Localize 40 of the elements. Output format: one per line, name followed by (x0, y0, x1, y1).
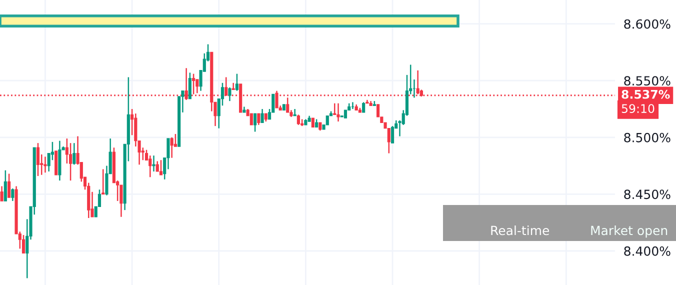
candlestick (390, 125, 394, 144)
candlestick (72, 142, 76, 166)
candlestick (156, 160, 159, 172)
y-tick-label: 8.400% (624, 246, 670, 256)
candlestick (152, 154, 156, 172)
candlestick (362, 102, 366, 114)
ref-line-label: 8.537% (622, 90, 670, 99)
candlestick (4, 170, 7, 202)
candlestick (36, 142, 40, 177)
candlestick (235, 73, 238, 92)
y-tick-label: 8.600% (624, 19, 670, 29)
text: 59:10 (622, 104, 654, 114)
annotation: Market open (591, 226, 668, 238)
candlestick (311, 117, 314, 128)
candlestick (166, 138, 170, 170)
candlestick (257, 112, 260, 126)
candlestick (228, 86, 232, 102)
candlestick (120, 184, 123, 218)
candlestick (170, 136, 174, 158)
candlestick (22, 234, 26, 254)
candlestick (69, 142, 72, 182)
candlestick (44, 156, 47, 174)
y-tick-label: 8.500% (624, 132, 670, 142)
candlestick (11, 188, 14, 202)
candlestick (254, 112, 257, 132)
candlestick (8, 173, 11, 198)
candlestick (159, 159, 163, 176)
candlestick (0, 186, 4, 202)
candlestick (54, 150, 58, 176)
y-tick-label: 8.450% (624, 190, 670, 200)
y-tick-label: 8.550% (624, 76, 670, 86)
candlestick (250, 113, 253, 126)
candlestick (260, 108, 264, 124)
candlestick (296, 114, 300, 126)
candlestick (192, 73, 196, 95)
candlestick (188, 72, 192, 100)
candlestick (148, 154, 152, 178)
candlestick (336, 102, 340, 122)
annotation: Real-time (491, 226, 550, 236)
candlestick (102, 168, 105, 195)
